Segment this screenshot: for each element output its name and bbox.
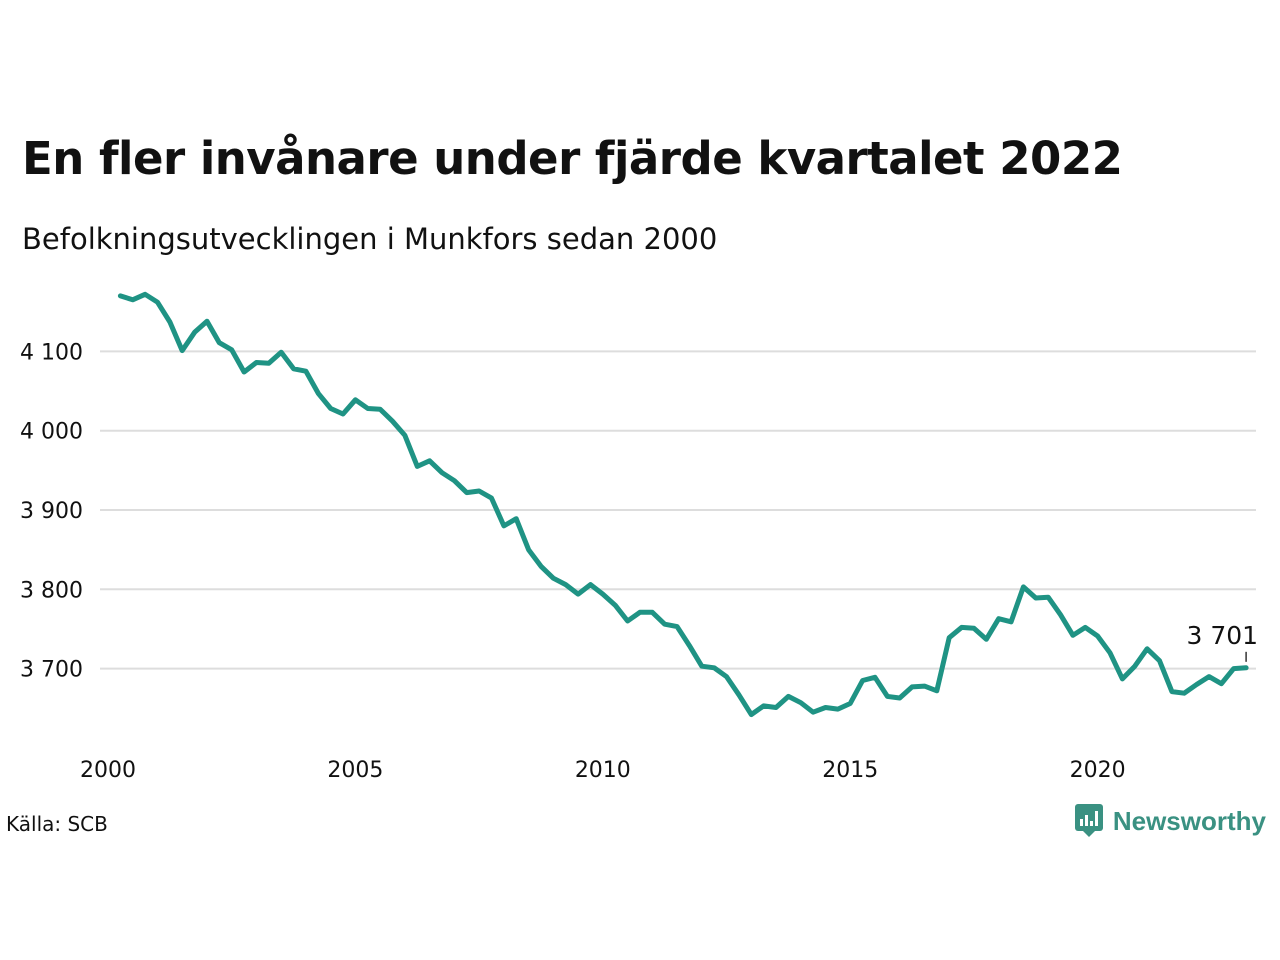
end-value-label: 3 701 [1187,621,1259,650]
y-axis-ticks: 3 700 3 800 3 900 4 000 4 100 [20,340,83,682]
series-line [117,291,1249,718]
y-tick-label: 4 100 [20,340,83,365]
brand-logo: Newsworthy [1074,804,1266,838]
y-tick-label: 4 000 [20,420,83,445]
y-tick-label: 3 900 [20,499,83,524]
brand-name: Newsworthy [1112,805,1266,836]
x-axis-ticks: 2000 2005 2010 2015 2020 [80,758,1126,783]
y-tick-label: 3 800 [20,578,83,603]
source-note: Källa: SCB [6,812,108,836]
gridlines [100,350,1256,670]
x-tick-label: 2015 [822,758,878,783]
series-group [117,291,1249,718]
x-tick-label: 2005 [327,758,383,783]
newsworthy-logo-icon [1074,804,1103,837]
y-tick-label: 3 700 [20,658,83,683]
x-tick-label: 2000 [80,758,136,783]
chart-title: En fler invånare under fjärde kvartalet … [22,132,1123,185]
end-annotation: 3 701 [1187,621,1259,662]
x-tick-label: 2010 [575,758,631,783]
chart-subtitle: Befolkningsutvecklingen i Munkfors sedan… [22,222,718,256]
x-tick-label: 2020 [1070,758,1126,783]
